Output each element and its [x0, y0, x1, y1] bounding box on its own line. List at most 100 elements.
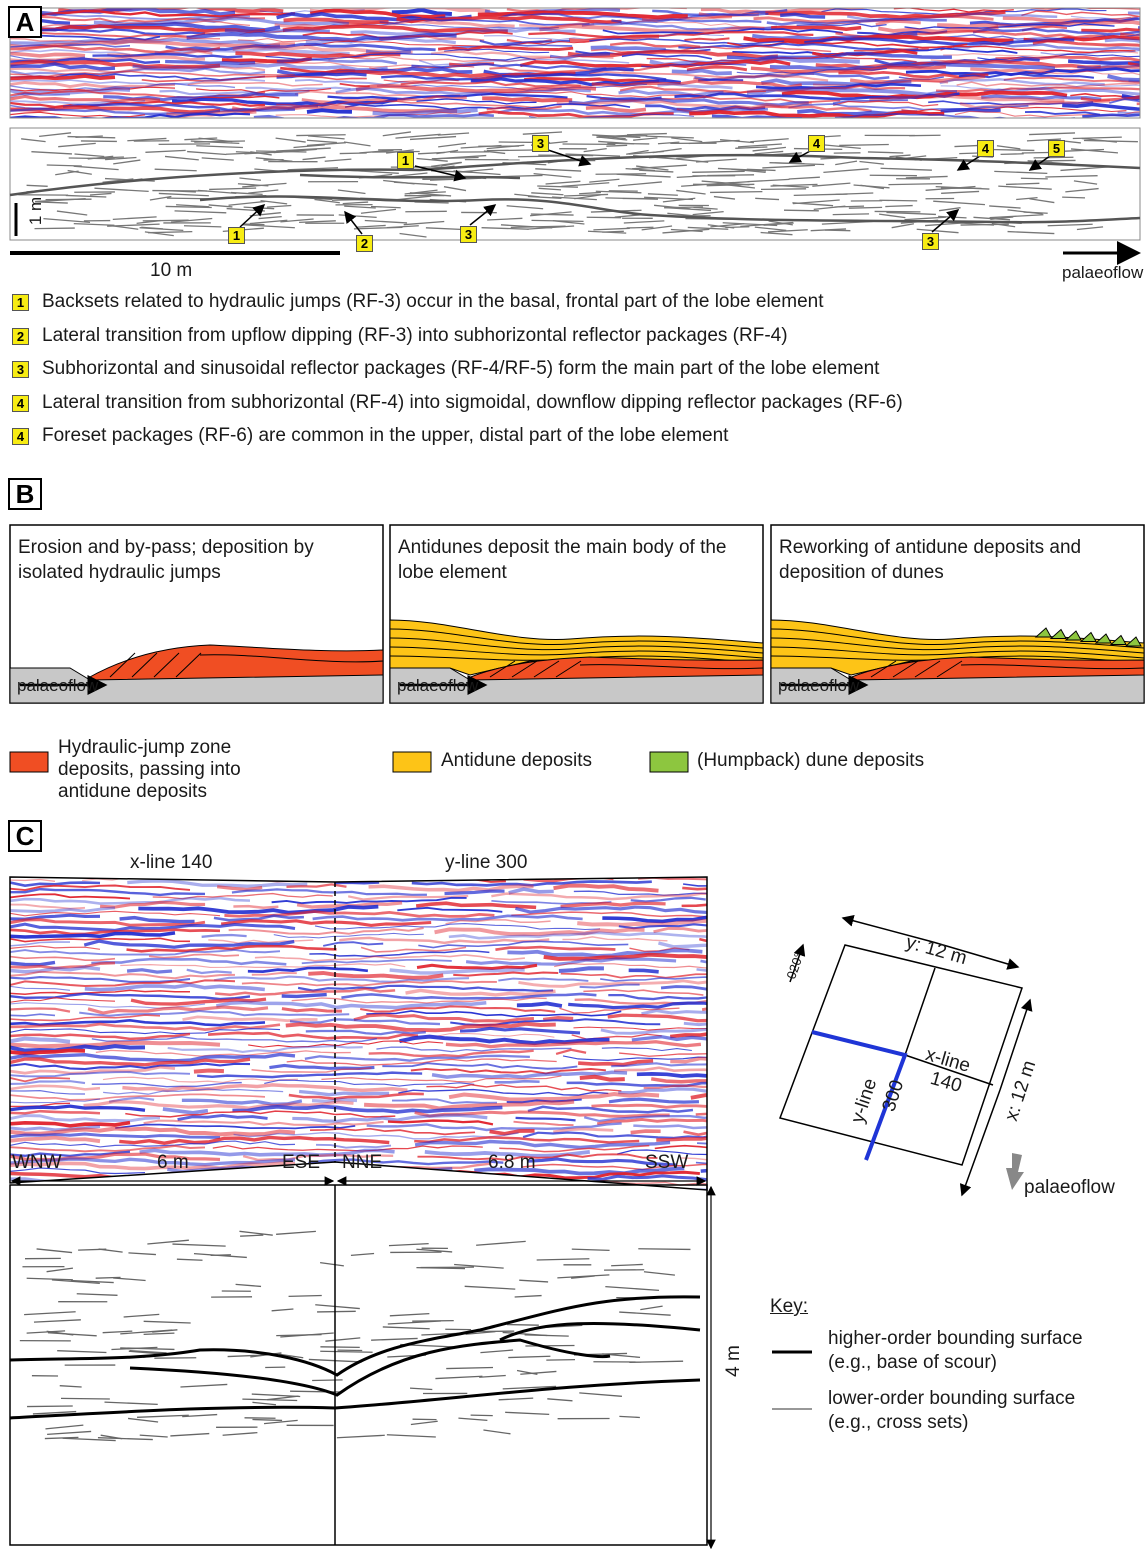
reflector-trace — [619, 1416, 639, 1417]
reflector-trace — [77, 1294, 118, 1296]
reflector-trace — [315, 1305, 360, 1309]
reflector-trace — [239, 178, 260, 180]
reflector-trace — [140, 1435, 168, 1437]
reflector-trace — [849, 207, 882, 208]
reflector-trace — [879, 214, 905, 218]
reflector-trace — [184, 226, 221, 227]
length: 6.8 m — [488, 1152, 536, 1174]
reflector-trace — [128, 1253, 155, 1255]
reflector — [670, 1033, 925, 1039]
reflector-trace — [789, 177, 820, 179]
reflector-trace — [57, 1351, 106, 1353]
reflector — [696, 1159, 966, 1165]
reflector-trace — [337, 1435, 385, 1437]
reflector-trace — [74, 224, 115, 226]
reflector-trace — [137, 1415, 189, 1417]
reflector — [369, 1181, 534, 1187]
reflector-trace — [21, 139, 45, 142]
reflector-trace — [60, 1386, 82, 1387]
reflector-trace — [990, 215, 1044, 218]
callout: 2 — [356, 235, 373, 252]
key-example: (e.g., cross sets) — [828, 1412, 968, 1434]
reflector-trace — [103, 1331, 133, 1333]
reflector-trace — [617, 174, 671, 177]
reflector — [495, 1081, 540, 1082]
interpretation-c — [20, 1231, 691, 1440]
reflector-trace — [505, 1412, 549, 1414]
legend-label: (Humpback) dune deposits — [697, 750, 997, 772]
reflector-trace — [886, 212, 936, 214]
reflector-trace — [361, 209, 396, 213]
reflector-trace — [27, 1406, 73, 1407]
reflector-trace — [244, 224, 265, 225]
figure: A 1 m 10 m palaeoflow 1Backsets related … — [0, 0, 1148, 1553]
reflector-trace — [383, 1327, 430, 1329]
reflector-trace — [835, 161, 857, 164]
flow-label: palaeoflow — [1024, 1177, 1115, 1199]
section-title: y-line 300 — [445, 852, 527, 874]
reflector — [250, 1185, 310, 1189]
key-title: Key: — [770, 1296, 808, 1318]
reflector-trace — [644, 1272, 675, 1275]
reflector-trace — [144, 1333, 175, 1334]
reflector-trace — [646, 136, 694, 138]
reflector-trace — [1065, 189, 1098, 192]
reflector-trace — [387, 1435, 436, 1437]
reflector — [684, 1128, 864, 1134]
reflector-trace — [885, 206, 912, 207]
reflector-trace — [435, 1376, 482, 1378]
reflector-trace — [762, 165, 815, 168]
reflector-trace — [320, 1263, 344, 1266]
reflector-trace — [1084, 140, 1138, 141]
reflector-trace — [170, 1434, 209, 1436]
reflector-trace — [487, 150, 535, 151]
reflector-trace — [113, 217, 157, 219]
reflector-trace — [479, 1375, 506, 1377]
callout: 4 — [808, 135, 825, 152]
reflector-trace — [113, 1278, 145, 1281]
reflector-trace — [147, 1240, 189, 1244]
reflector-trace — [438, 143, 466, 146]
callout: 1 — [397, 152, 414, 169]
reflector-trace — [325, 1338, 360, 1341]
reflector-trace — [638, 1249, 690, 1250]
reflector-trace — [296, 135, 345, 136]
reflector-trace — [1034, 157, 1074, 158]
reflector-trace — [338, 190, 366, 194]
reflector-trace — [165, 156, 199, 159]
reflector-trace — [159, 193, 209, 195]
reflector-trace — [24, 1312, 76, 1315]
reflector-trace — [47, 1268, 73, 1272]
reflector-trace — [640, 1306, 662, 1309]
reflector — [347, 1186, 377, 1188]
reflector-trace — [27, 185, 48, 186]
reflector-trace — [67, 137, 115, 138]
reflector-trace — [128, 1418, 158, 1422]
reflector-trace — [579, 192, 601, 193]
reflector-trace — [954, 145, 979, 146]
reflector-trace — [627, 227, 654, 228]
reflector-trace — [34, 228, 74, 229]
reflector-trace — [539, 188, 561, 190]
reflector-trace — [602, 231, 624, 232]
reflector-trace — [177, 1259, 203, 1260]
legend-swatch — [393, 752, 431, 772]
note-marker: 2 — [12, 328, 29, 345]
reflector-trace — [714, 197, 735, 199]
reflector-trace — [994, 171, 1047, 173]
reflector-trace — [784, 210, 819, 211]
reflector-trace — [351, 1253, 374, 1255]
scale-label: 1 m — [25, 197, 47, 225]
reflector-trace — [792, 203, 833, 206]
reflector-trace — [482, 228, 529, 229]
reflector-trace — [989, 206, 1020, 208]
panel-label: B — [8, 478, 42, 510]
reflector-trace — [303, 157, 326, 159]
reflector-trace — [1021, 178, 1048, 179]
reflector-trace — [1034, 160, 1075, 161]
reflector-trace — [61, 1398, 110, 1399]
reflector-trace — [755, 151, 784, 153]
scale-label: 10 m — [150, 260, 192, 282]
flow-label: palaeoflow — [17, 675, 98, 697]
reflector — [683, 881, 923, 886]
